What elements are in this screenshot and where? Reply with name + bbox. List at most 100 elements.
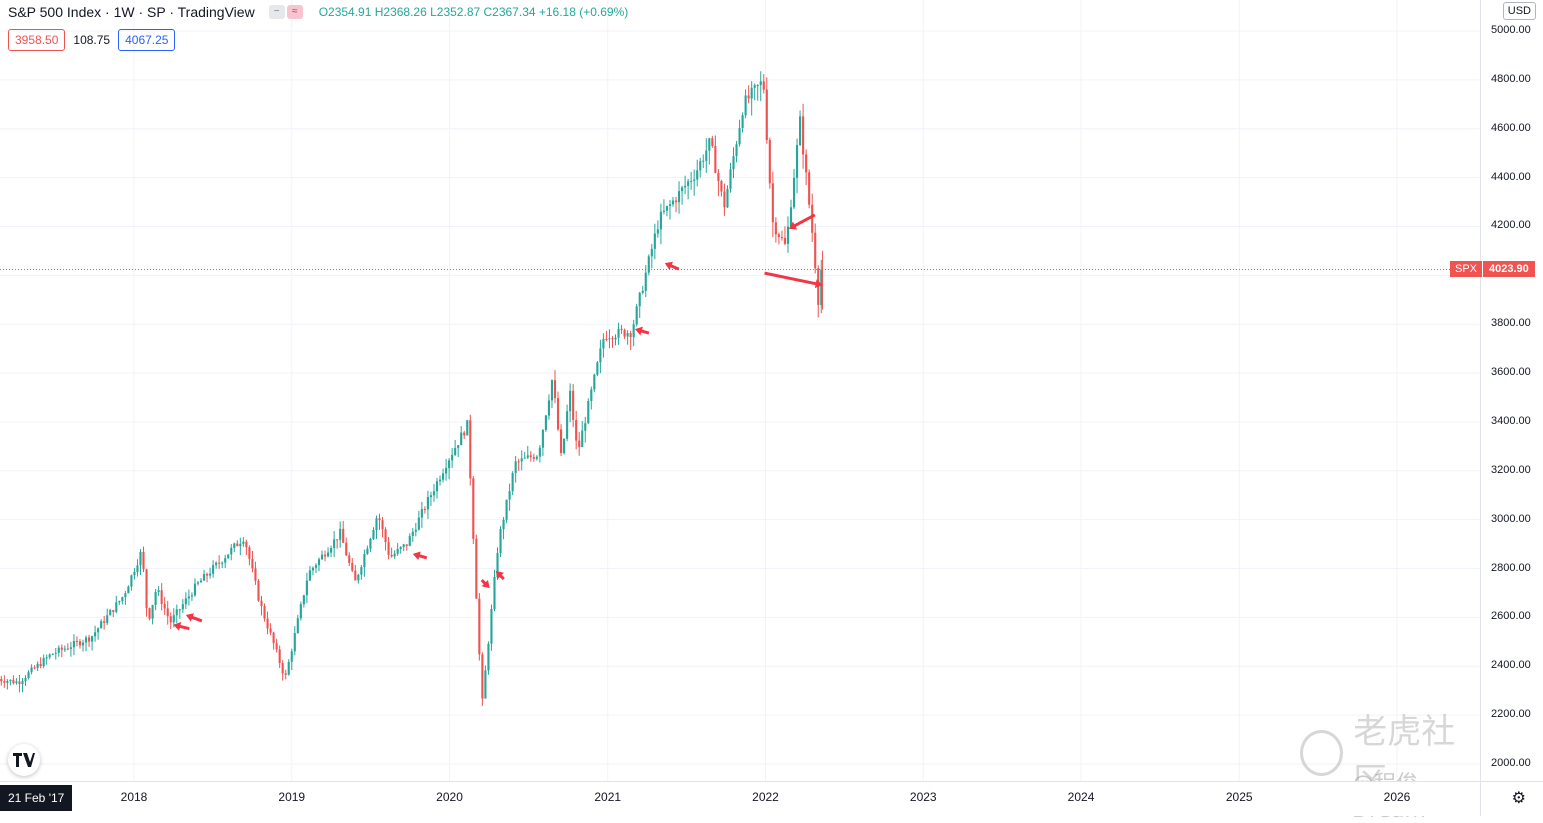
annotation-arrow[interactable] — [787, 211, 817, 233]
last-price-symbol: SPX — [1450, 261, 1483, 277]
candle-up — [311, 567, 315, 571]
candle-down — [248, 547, 251, 559]
candle-up — [523, 457, 526, 459]
candle-up — [317, 559, 321, 566]
candle-up — [48, 654, 51, 658]
candle-down — [768, 140, 771, 184]
candle-up — [121, 597, 124, 601]
candle-down — [774, 222, 777, 235]
candle-down — [12, 679, 15, 684]
candlestick-chart[interactable] — [0, 0, 1480, 781]
candle-down — [777, 234, 780, 238]
annotation-arrow[interactable] — [172, 620, 190, 633]
candle-up — [544, 415, 547, 430]
tradingview-logo-icon[interactable] — [8, 744, 40, 776]
candle-down — [808, 172, 811, 205]
candle-down — [814, 232, 817, 269]
candle-down — [260, 600, 263, 607]
price-tick-label: 3000.00 — [1491, 512, 1531, 525]
candle-up — [457, 445, 460, 449]
candle-down — [811, 204, 814, 233]
collapse-icon[interactable]: − — [268, 5, 285, 19]
candle-up — [499, 529, 502, 553]
candle-down — [390, 554, 393, 557]
candle-up — [408, 535, 411, 546]
price-tick-label: 4800.00 — [1491, 72, 1531, 85]
candle-up — [644, 272, 647, 291]
currency-button[interactable]: USD — [1502, 2, 1536, 20]
candle-up — [435, 481, 439, 492]
candle-up — [799, 116, 802, 146]
candle-down — [553, 380, 557, 399]
candle-down — [336, 539, 339, 541]
candle-up — [514, 461, 517, 474]
candle-up — [151, 604, 154, 619]
candle-down — [163, 603, 166, 609]
candle-up — [759, 81, 762, 86]
candle-up — [617, 328, 620, 338]
candle-up — [587, 401, 590, 424]
candle-up — [729, 169, 732, 189]
candle-down — [478, 598, 481, 655]
candle-down — [39, 663, 42, 667]
candle-up — [69, 647, 72, 649]
annotation-arrow[interactable] — [663, 259, 681, 273]
candle-up — [290, 651, 293, 662]
candle-down — [481, 654, 484, 699]
indicator-left-value[interactable]: 3958.50 — [8, 29, 66, 51]
candle-down — [323, 554, 327, 557]
candle-up — [417, 517, 420, 530]
symbol-title[interactable]: S&P 500 Index · 1W · SP · TradingView — [8, 4, 255, 20]
candle-up — [396, 548, 399, 554]
candle-up — [541, 429, 544, 448]
candle-up — [184, 598, 187, 605]
candle-up — [190, 595, 193, 597]
candle-up — [15, 681, 18, 684]
candle-down — [717, 172, 720, 182]
indicator-right-value[interactable]: 4067.25 — [118, 29, 176, 51]
candle-up — [57, 647, 60, 653]
annotation-arrow[interactable] — [764, 269, 824, 290]
candle-up — [511, 473, 514, 492]
candle-up — [566, 411, 569, 439]
legend-toggles[interactable]: − ≈ — [268, 5, 305, 19]
candle-up — [366, 548, 369, 555]
candle-down — [611, 338, 614, 340]
settings-gear-icon[interactable]: ⚙ — [1511, 790, 1526, 807]
candle-up — [154, 591, 157, 605]
candle-down — [75, 640, 79, 642]
candle-up — [293, 633, 296, 652]
candle-up — [690, 180, 693, 182]
candle-up — [738, 128, 741, 145]
price-axis[interactable]: USD 5000.00 4800.00 4600.00 4400.00 4200.00 4… — [1480, 0, 1543, 781]
candle-up — [9, 679, 12, 682]
candle-up — [653, 233, 656, 249]
candle-down — [517, 461, 520, 463]
annotation-arrow[interactable] — [412, 550, 428, 563]
annotation-arrow[interactable] — [493, 568, 507, 582]
time-axis[interactable]: 21 Feb '17 2018 2019 2020 2021 2022 2023 2024 2… — [0, 781, 1480, 816]
candle-up — [360, 567, 363, 575]
candle-up — [115, 602, 118, 612]
candle-up — [590, 389, 593, 402]
candle-down — [278, 649, 281, 663]
candle-down — [218, 562, 221, 564]
candle-up — [735, 144, 738, 157]
annotation-arrow[interactable] — [479, 577, 493, 591]
candle-down — [532, 457, 535, 459]
symbol-legend: S&P 500 Index · 1W · SP · TradingView − … — [8, 4, 628, 20]
candle-up — [181, 604, 184, 610]
candle-up — [327, 552, 330, 557]
candle-down — [620, 328, 623, 330]
candle-up — [54, 652, 57, 654]
candle-up — [175, 609, 178, 616]
compare-icon[interactable]: ≈ — [286, 5, 303, 19]
annotation-arrow[interactable] — [184, 611, 203, 625]
candle-up — [659, 211, 662, 230]
annotation-arrow[interactable] — [634, 325, 650, 338]
candle-down — [112, 610, 115, 612]
candle-down — [266, 618, 269, 629]
candle-up — [753, 85, 756, 88]
candle-up — [84, 637, 88, 643]
chart-pane[interactable]: S&P 500 Index · 1W · SP · TradingView − … — [0, 0, 1480, 823]
